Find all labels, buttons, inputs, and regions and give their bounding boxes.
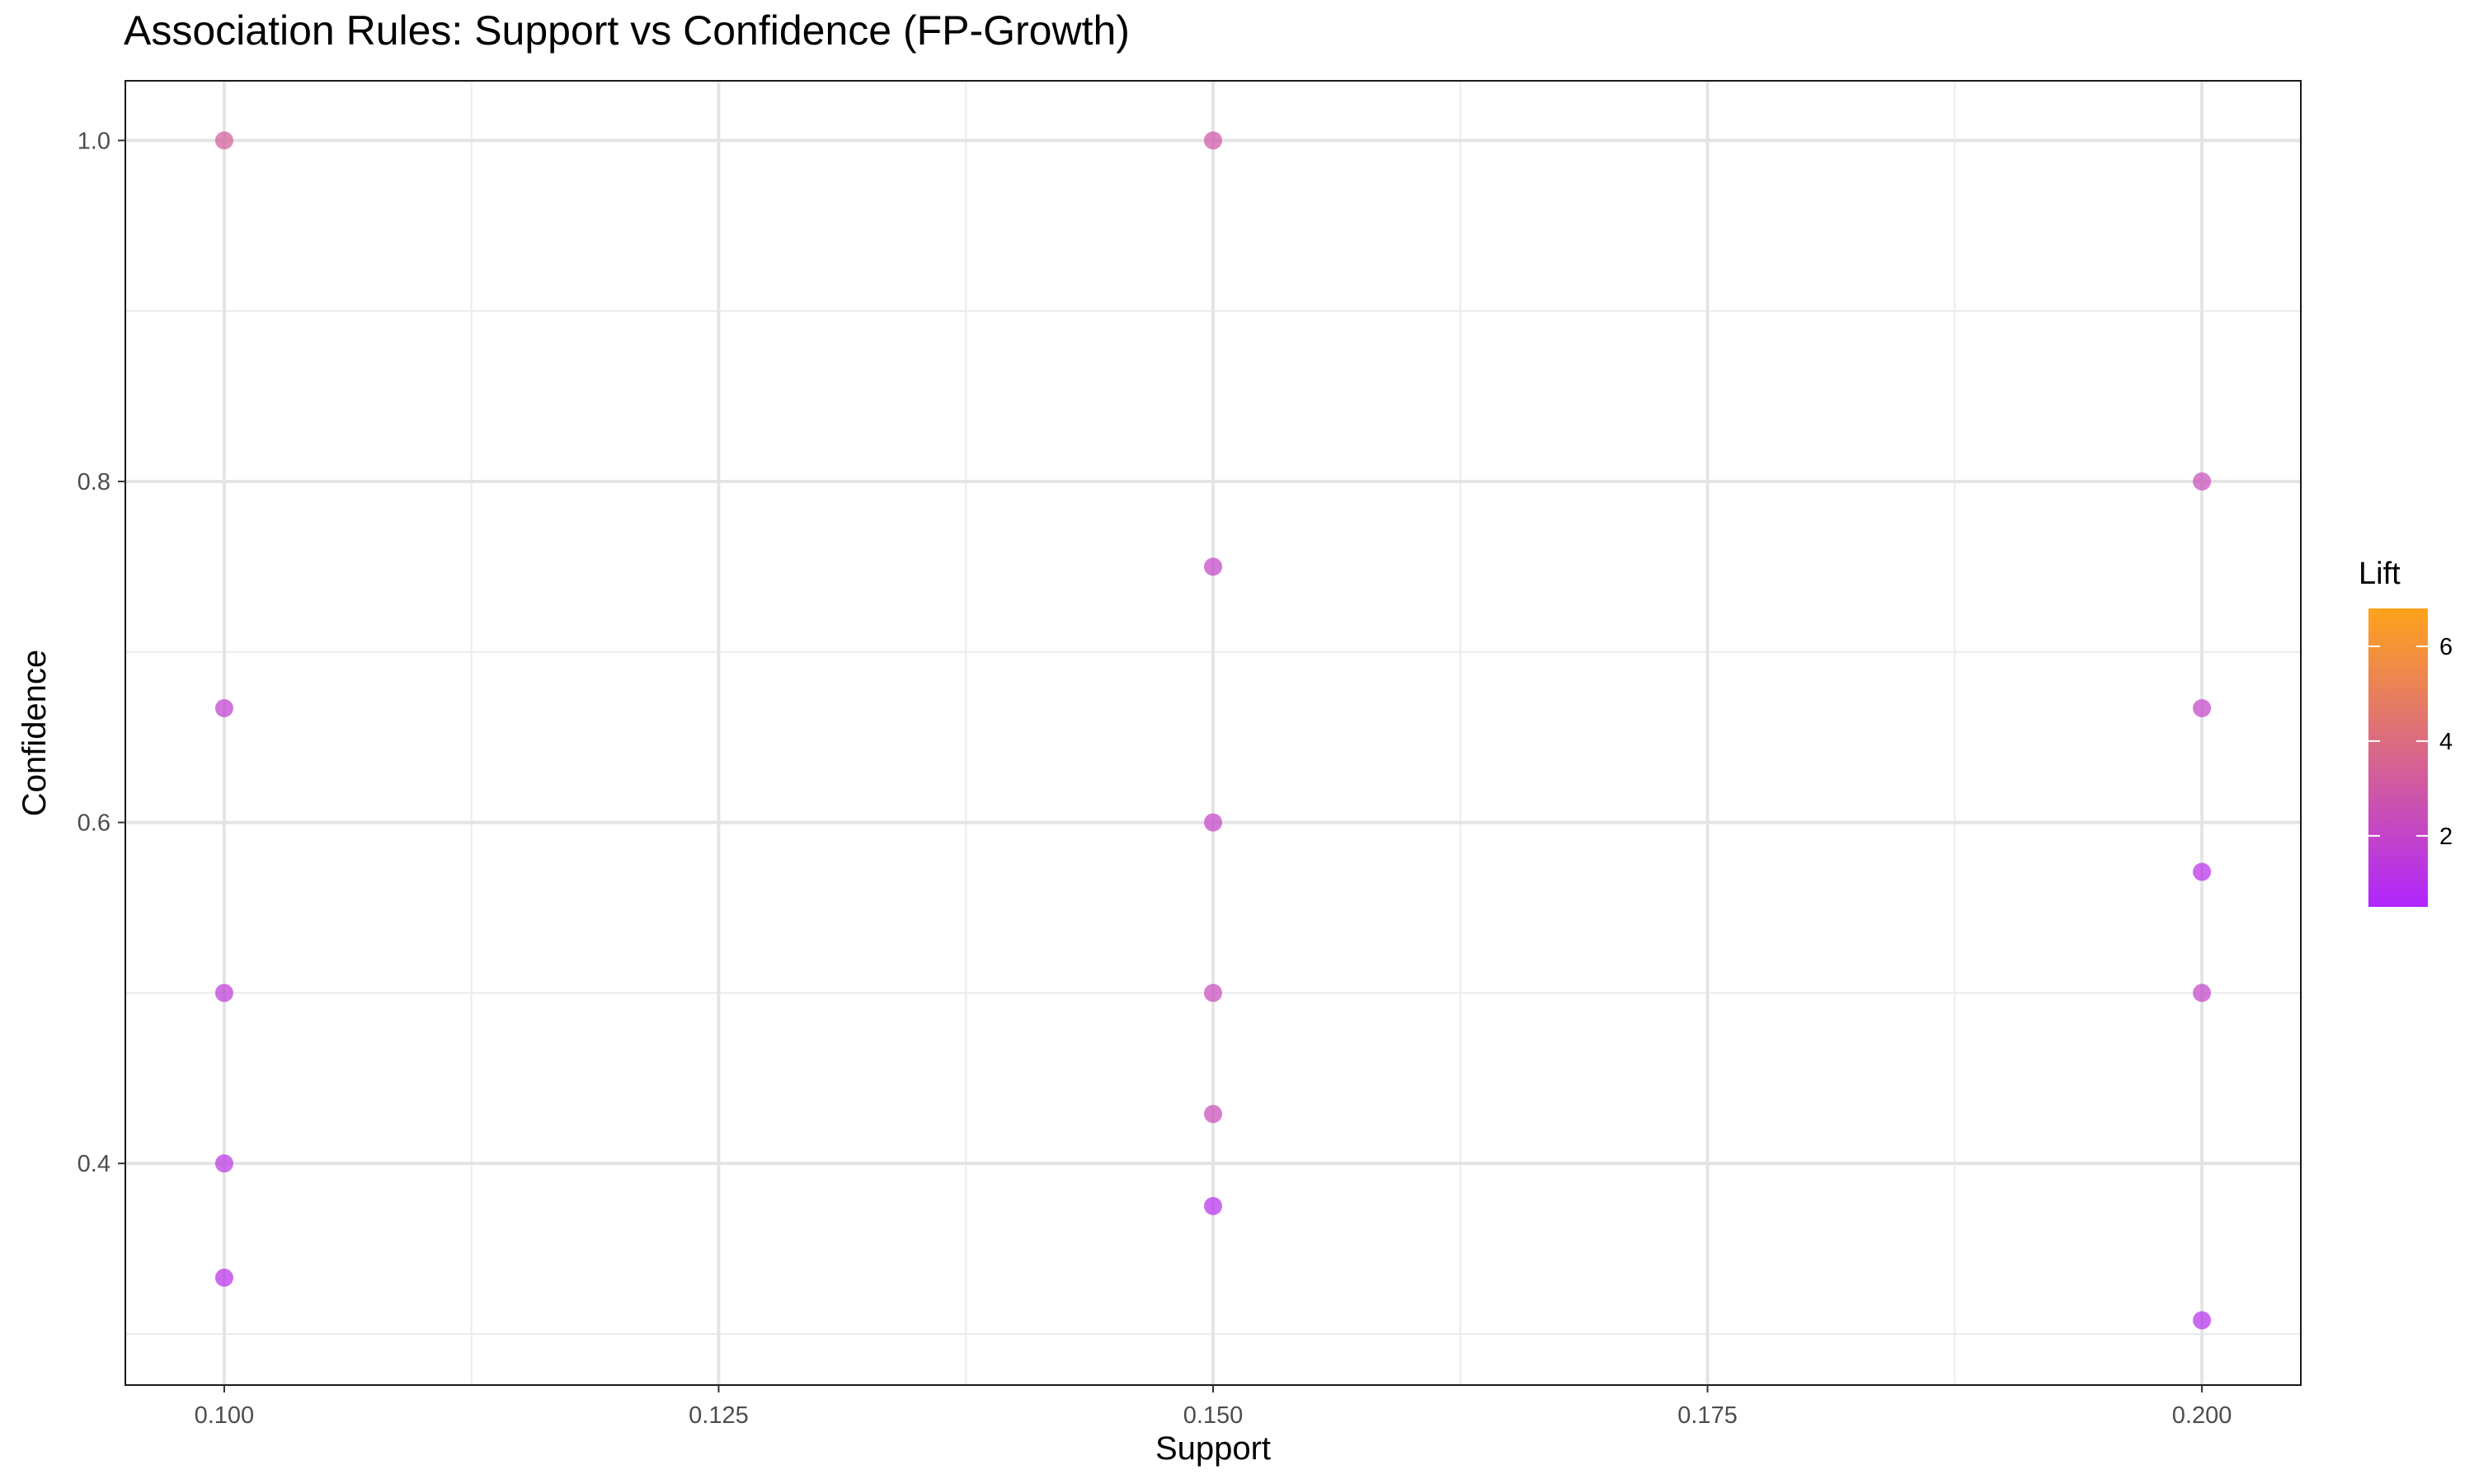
data-points (214, 131, 2212, 1330)
grid-lines (125, 81, 2301, 1385)
x-tick-label: 0.175 (1677, 1402, 1738, 1429)
data-point (2193, 862, 2212, 881)
x-tick-label: 0.200 (2172, 1402, 2232, 1429)
x-axis-title: Support (1155, 1430, 1271, 1467)
color-legend: Lift 2 4 6 (2359, 556, 2453, 907)
data-point (2193, 472, 2212, 491)
data-point (2193, 1311, 2212, 1330)
chart-title: Association Rules: Support vs Confidence… (124, 7, 1130, 54)
data-point (214, 1268, 233, 1287)
data-point (1204, 1196, 1222, 1215)
data-point (214, 131, 233, 150)
legend-tick-label: 4 (2439, 729, 2453, 755)
data-point (214, 984, 233, 1003)
data-point (214, 699, 233, 718)
y-tick-label: 0.4 (78, 1151, 111, 1177)
legend-tick-label: 6 (2439, 634, 2453, 660)
x-tick-label: 0.150 (1183, 1402, 1244, 1429)
legend-tick-label: 2 (2439, 824, 2453, 850)
data-point (2193, 984, 2212, 1003)
data-point (1204, 984, 1222, 1003)
x-axis-ticks: 0.100 0.125 0.150 0.175 0.200 (195, 1385, 2232, 1429)
data-point (1204, 813, 1222, 832)
x-tick-label: 0.100 (195, 1402, 255, 1429)
y-tick-label: 0.6 (78, 810, 111, 837)
y-axis-title: Confidence (16, 650, 53, 816)
data-point (1204, 131, 1222, 150)
data-point (1204, 1105, 1222, 1124)
legend-ticks: 2 4 6 (2368, 634, 2453, 850)
legend-color-bar (2368, 608, 2428, 907)
data-point (214, 1154, 233, 1173)
y-tick-label: 0.8 (78, 469, 111, 495)
data-point (1204, 557, 1222, 576)
y-tick-label: 1.0 (78, 128, 111, 154)
y-axis-ticks: 0.4 0.6 0.8 1.0 (78, 128, 125, 1177)
legend-title: Lift (2359, 556, 2401, 591)
data-point (2193, 699, 2212, 718)
x-tick-label: 0.125 (689, 1402, 749, 1429)
